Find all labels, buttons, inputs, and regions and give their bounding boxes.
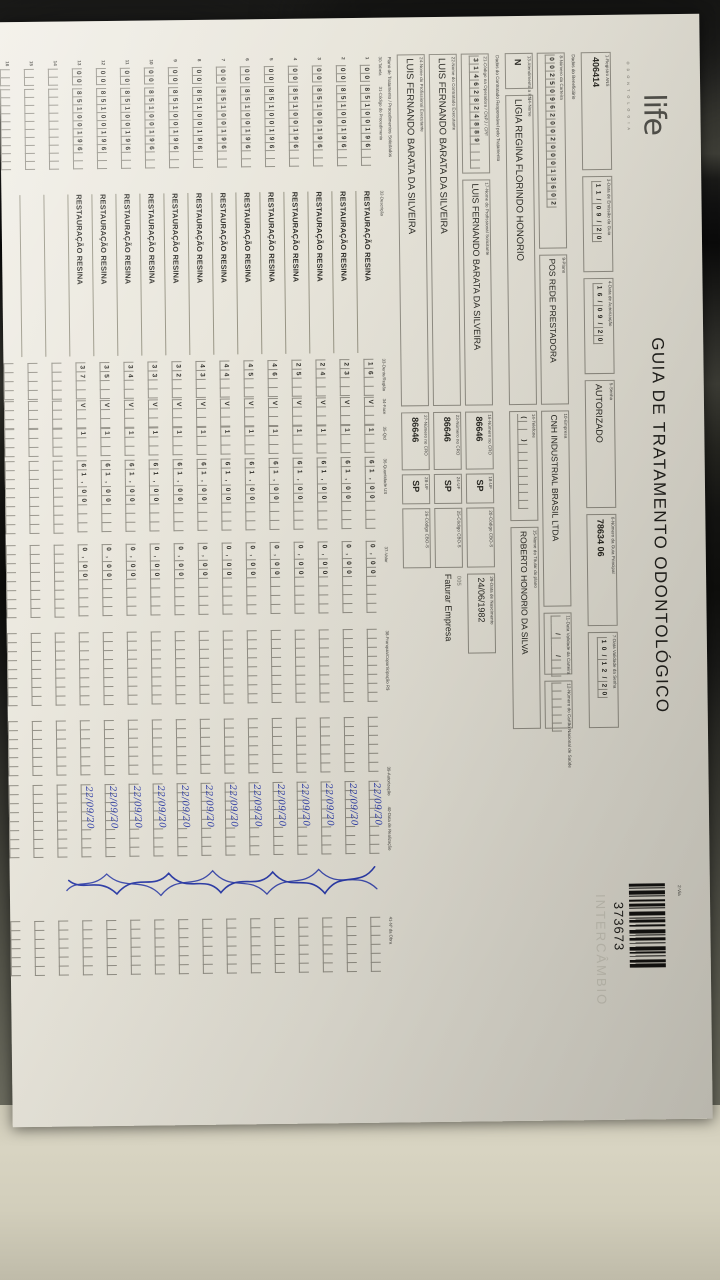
field-nome-prof-solicitante-value: LUIS FERNANDO BARATA DA SILVEIRA — [470, 182, 483, 350]
field-numero-cro-23-value: 86646 — [442, 416, 453, 442]
field-atendimento-rn-value: N — [512, 58, 523, 66]
field-cartao-nacional-label: 12-Número do Cartão Nacional de Saúde — [566, 682, 573, 768]
field-nome-contratado-exec-label: 22-Nome do Contratado Executante — [450, 56, 457, 130]
field-registro-ans-value: 406414 — [590, 56, 602, 87]
barcode — [628, 882, 666, 968]
field-cbos-26-label: 26-Código CBO-S — [424, 510, 430, 548]
field-uf-28-value: SP — [410, 479, 422, 492]
field-senha-value: AUTORIZADO — [593, 383, 605, 443]
handwritten-date: 22/09/20 — [323, 782, 335, 826]
col-header-quantidade-us: 36-Quantidade US — [382, 458, 389, 494]
field-nome-prof-exec-label: 24-Nome do Profissional Executante — [418, 56, 425, 132]
handwritten-date: 22/09/20 — [275, 783, 287, 827]
field-nome-prof-solicitante-label: 17-Nome do Profissional Solicitante — [484, 181, 491, 255]
field-codigo-operadora-label: 21-Código na Operadora / CNPJ / CPF — [482, 55, 489, 136]
field-data-nascimento-value: 24/06/1982 — [476, 576, 487, 623]
col-header-descricao: 32-Descrição — [379, 190, 385, 216]
field-uf-18-label: 18-UF — [487, 475, 494, 489]
field-cartao-nacional-value — [551, 681, 562, 732]
form-document: life O D O N T O L O G I A GUIA DE TRATA… — [0, 36, 698, 1104]
faturar-empresa-value: Faturar Empresa — [443, 573, 454, 641]
field-data-emissao-value: 1 1/0 9/2 0 — [591, 180, 602, 242]
field-validade-carteira-label: 11-Data Validade da Carteira — [565, 614, 572, 674]
field-validade-senha-label: 7-Data Validade da Senha — [611, 634, 618, 688]
field-guia-principal-value: 78634 06 — [595, 518, 606, 557]
col-header-tabela: 30-Tabela — [377, 56, 383, 76]
col-header-dente: 33-Dente/Região — [381, 358, 387, 391]
field-nome-contratado-exec-value: LUIS FERNANDO BARATA DA SILVEIRA — [435, 57, 449, 234]
section-beneficiario-title: Dados do Beneficiário — [570, 53, 577, 99]
field-data-autorizacao-label: 4-Data de Autorização — [607, 280, 614, 326]
col-header-franquia: 38-Franquia/Coparticipação R$ — [384, 630, 391, 690]
field-telefone-value: () — [517, 413, 529, 509]
col-header-num-obra: 41-Nº da Obra — [388, 916, 394, 944]
col-header-qtd: 35-Qtd — [382, 426, 388, 440]
field-numero-cro-27-value: 86646 — [410, 416, 421, 442]
handwritten-date: 22/09/20 — [203, 784, 215, 828]
field-nome-beneficiario-value: LIGIA REGINA FLORINDO HONORIO — [512, 98, 526, 261]
field-validade-carteira-value: / / — [550, 615, 562, 677]
life-logo-subtitle: O D O N T O L O G I A — [625, 61, 631, 132]
handwritten-date: 22/09/20 — [227, 783, 239, 828]
field-plano-label: 9-Plano — [561, 256, 567, 273]
field-uf-18-value: SP — [474, 478, 486, 492]
via-label: 2-Via — [676, 884, 682, 896]
field-senha-label: 5-Senha — [608, 382, 614, 400]
field-guia-principal-label: 6-Número da Guia Principal — [610, 516, 617, 574]
field-uf-24b-value: SP — [442, 479, 454, 492]
field-data-autorizacao-value: 1 6/0 9/2 0 — [592, 282, 604, 344]
handwritten-date: 22/09/20 — [83, 785, 95, 829]
life-logo: life — [636, 92, 672, 135]
handwritten-date: 22/09/20 — [347, 782, 359, 826]
faturar-empresa-code: 005 — [455, 575, 462, 586]
field-cbos-25-label: 25-Código CBO-S — [456, 510, 462, 548]
field-nome-beneficiario-label: 14-Nome — [527, 97, 533, 117]
handwritten-date: 22/09/20 — [251, 783, 263, 827]
field-nome-titular-label: 15-Nome do Titular do plano — [532, 529, 539, 588]
field-nome-prof-exec-value: LUIS FERNANDO BARATA DA SILVEIRA — [403, 57, 417, 234]
signature-scribble-band — [65, 858, 382, 908]
field-validade-senha-value: 1 0/1 2/2 0 — [596, 636, 608, 698]
field-empresa-value: CNH INDUSTRIAL BRASIL LTDA — [549, 414, 561, 541]
field-numero-cro-27-label: 27-Número no CRO — [423, 414, 429, 456]
barcode-number: 373673 — [611, 901, 627, 951]
section-contratado-title: Dados do Contratado Responsável pelo Tra… — [494, 54, 502, 161]
section-plano-title: Plano de Tratamento / Procedimentos Soli… — [386, 56, 393, 157]
field-data-emissao-label: 3-Data de Emissão da Guia — [606, 178, 612, 235]
field-atendimento-rn-label: 13-Atendimento a RN — [526, 55, 533, 100]
field-empresa-label: 10-Empresa — [563, 412, 569, 438]
field-data-nascimento-label: 29-Data de Nascimento — [489, 575, 495, 625]
col-header-autorizacao: 39-Autorização — [386, 766, 392, 796]
field-cbos-20-label: 20-Código CBO-S — [488, 509, 494, 547]
field-registro-ans-label: 1-Registro ANS — [604, 54, 611, 87]
handwritten-date: 22/09/20 — [179, 784, 191, 828]
field-telefone-label: 14-Telefone — [531, 413, 537, 438]
field-plano-value: POS REDE PRESTADORA — [547, 258, 559, 363]
col-header-codigo: 31-Código do Procedimento — [378, 86, 384, 140]
procedure-table: 1 0 0 8 5 1 0 0 1 9 6 RESTAURAÇÃO RESINA 1 6 V 1 6 1, 0 0 0,… — [0, 36, 698, 1096]
handwritten-date: 22/09/20 — [155, 784, 167, 828]
col-header-face: 34-Face — [381, 398, 388, 414]
form-sheet: life O D O N T O L O G I A GUIA DE TRATA… — [0, 13, 713, 1128]
handwritten-date: 22/09/20 — [299, 782, 311, 827]
col-header-valor: 37-Valor — [383, 546, 389, 563]
field-numero-carteira-label: 8-Número da Carteira — [558, 54, 565, 100]
page-title: GUIA DE TRATAMENTO ODONTOLÓGICO — [648, 336, 672, 714]
field-numero-cro-23-label: 23-Número no CRO — [455, 414, 461, 455]
field-numero-cro-16-label: 16-Número no CRO — [487, 413, 493, 455]
handwritten-date: 22/09/20 — [371, 782, 383, 826]
intercambio-watermark: INTERCÂMBIO — [592, 893, 610, 1006]
field-uf-24b-label: 24-UF — [455, 476, 462, 489]
field-uf-28-label: 28-UF — [423, 476, 430, 490]
handwritten-date: 22/09/20 — [107, 785, 119, 829]
col-header-data-realizacao: 40-Data de Realização — [386, 806, 393, 850]
field-nome-titular-value: ROBERTO HONORIO DA SILVA — [518, 530, 531, 655]
field-numero-cro-16-value: 86646 — [474, 415, 485, 442]
handwritten-date: 22/09/20 — [131, 784, 143, 829]
desk-surface — [0, 1105, 720, 1280]
